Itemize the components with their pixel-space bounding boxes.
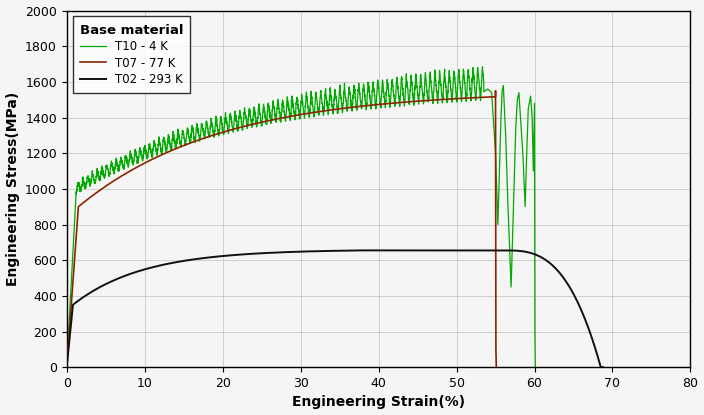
T07 - 77 K bbox=[158, 152, 167, 157]
T02 - 293 K bbox=[599, 365, 608, 370]
T10 - 4 K bbox=[154, 138, 163, 143]
Line: T10 - 4 K: T10 - 4 K bbox=[67, 67, 535, 367]
T07 - 77 K bbox=[68, 295, 76, 300]
T02 - 293 K bbox=[478, 248, 486, 253]
T07 - 77 K bbox=[63, 365, 71, 370]
T10 - 4 K bbox=[203, 120, 211, 125]
Line: T02 - 293 K: T02 - 293 K bbox=[67, 250, 603, 367]
T10 - 4 K bbox=[328, 103, 337, 107]
T10 - 4 K bbox=[63, 365, 71, 370]
X-axis label: Engineering Strain(%): Engineering Strain(%) bbox=[292, 395, 465, 410]
T02 - 293 K bbox=[285, 249, 294, 254]
T07 - 77 K bbox=[116, 174, 125, 179]
T02 - 293 K bbox=[359, 248, 367, 253]
T02 - 293 K bbox=[548, 262, 556, 267]
Legend: T10 - 4 K, T07 - 77 K, T02 - 293 K: T10 - 4 K, T07 - 77 K, T02 - 293 K bbox=[73, 17, 190, 93]
T07 - 77 K bbox=[491, 88, 500, 93]
T10 - 4 K bbox=[175, 139, 184, 144]
T07 - 77 K bbox=[87, 194, 95, 199]
T02 - 293 K bbox=[318, 249, 327, 254]
T10 - 4 K bbox=[140, 144, 149, 149]
Line: T07 - 77 K: T07 - 77 K bbox=[67, 91, 496, 367]
T02 - 293 K bbox=[66, 330, 75, 335]
Y-axis label: Engineering Stress(MPa): Engineering Stress(MPa) bbox=[6, 92, 20, 286]
T02 - 293 K bbox=[244, 251, 252, 256]
T07 - 77 K bbox=[303, 111, 311, 116]
T10 - 4 K bbox=[308, 94, 316, 99]
T10 - 4 K bbox=[478, 64, 486, 69]
T07 - 77 K bbox=[492, 365, 501, 370]
T07 - 77 K bbox=[217, 130, 225, 135]
T10 - 4 K bbox=[531, 365, 539, 370]
T02 - 293 K bbox=[63, 365, 71, 370]
